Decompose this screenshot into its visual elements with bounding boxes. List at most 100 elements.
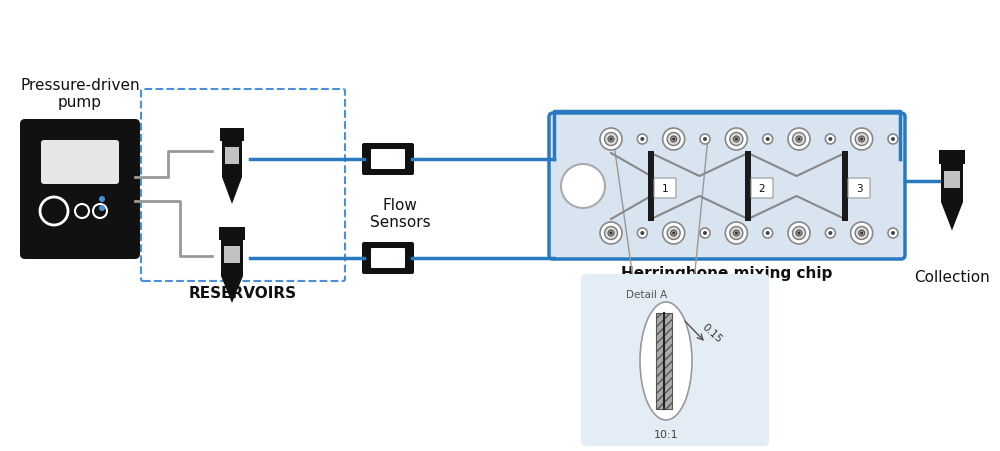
Circle shape [733, 137, 739, 143]
Circle shape [888, 229, 898, 239]
Circle shape [763, 135, 773, 145]
Circle shape [788, 222, 810, 244]
FancyBboxPatch shape [362, 243, 414, 274]
Circle shape [828, 231, 832, 235]
FancyBboxPatch shape [20, 120, 140, 259]
Circle shape [608, 137, 614, 143]
FancyBboxPatch shape [848, 179, 870, 198]
Bar [222, 142, 242, 178]
FancyBboxPatch shape [581, 274, 769, 446]
Text: 1: 1 [662, 184, 668, 193]
Circle shape [667, 133, 680, 146]
Polygon shape [221, 276, 243, 304]
Circle shape [640, 231, 644, 235]
Polygon shape [222, 178, 242, 205]
Bar [745, 152, 751, 221]
Text: Flow
Sensors: Flow Sensors [370, 198, 430, 230]
Circle shape [725, 222, 747, 244]
Circle shape [891, 231, 895, 235]
Circle shape [604, 133, 618, 146]
Circle shape [798, 232, 800, 235]
Circle shape [610, 232, 612, 235]
Circle shape [851, 129, 873, 151]
Ellipse shape [640, 302, 692, 420]
FancyBboxPatch shape [654, 179, 676, 198]
Circle shape [610, 138, 612, 141]
Circle shape [851, 222, 873, 244]
FancyBboxPatch shape [371, 150, 405, 170]
Circle shape [766, 138, 770, 142]
Circle shape [792, 133, 806, 146]
Circle shape [730, 133, 743, 146]
Text: Pressure-driven
pump: Pressure-driven pump [20, 78, 140, 110]
Circle shape [825, 229, 835, 239]
Circle shape [671, 230, 677, 236]
Circle shape [99, 206, 105, 212]
Circle shape [888, 135, 898, 145]
Circle shape [798, 138, 800, 141]
Circle shape [75, 205, 89, 219]
FancyBboxPatch shape [549, 114, 905, 259]
Circle shape [766, 231, 770, 235]
FancyBboxPatch shape [751, 179, 773, 198]
Circle shape [703, 138, 707, 142]
Circle shape [663, 222, 685, 244]
Bar [220, 128, 244, 142]
Circle shape [667, 227, 680, 240]
Circle shape [93, 205, 107, 219]
Circle shape [796, 230, 802, 236]
Circle shape [796, 137, 802, 143]
Text: 10:1: 10:1 [654, 429, 678, 439]
Circle shape [891, 138, 895, 142]
Circle shape [730, 227, 743, 240]
Circle shape [561, 165, 605, 208]
Text: 2: 2 [759, 184, 765, 193]
Bar [221, 240, 243, 276]
Bar [656, 313, 672, 409]
Circle shape [859, 137, 865, 143]
Circle shape [700, 135, 710, 145]
Circle shape [703, 231, 707, 235]
FancyBboxPatch shape [41, 141, 119, 184]
Circle shape [640, 138, 644, 142]
Circle shape [725, 129, 747, 151]
FancyBboxPatch shape [362, 144, 414, 175]
Bar [944, 171, 960, 189]
Text: Detail A: Detail A [626, 290, 667, 299]
Circle shape [663, 129, 685, 151]
Circle shape [860, 232, 863, 235]
Circle shape [735, 232, 738, 235]
Text: Collection: Collection [914, 269, 990, 285]
Circle shape [604, 227, 618, 240]
Circle shape [672, 232, 675, 235]
Circle shape [672, 138, 675, 141]
Circle shape [700, 229, 710, 239]
Circle shape [855, 227, 868, 240]
Circle shape [859, 230, 865, 236]
Circle shape [792, 227, 806, 240]
Circle shape [671, 137, 677, 143]
Text: Herringbone mixing chip: Herringbone mixing chip [621, 265, 833, 281]
FancyBboxPatch shape [371, 249, 405, 268]
Circle shape [733, 230, 739, 236]
Text: 3: 3 [856, 184, 862, 193]
Bar [939, 151, 965, 165]
Circle shape [788, 129, 810, 151]
Circle shape [735, 138, 738, 141]
Circle shape [763, 229, 773, 239]
Bar [219, 227, 245, 240]
Circle shape [860, 138, 863, 141]
Bar [941, 165, 963, 202]
Circle shape [828, 138, 832, 142]
Circle shape [600, 222, 622, 244]
Circle shape [855, 133, 868, 146]
Circle shape [600, 129, 622, 151]
Text: RESERVOIRS: RESERVOIRS [189, 285, 297, 300]
Circle shape [40, 198, 68, 226]
Bar [225, 148, 239, 164]
Bar [842, 152, 848, 221]
Circle shape [99, 197, 105, 202]
Bar [648, 152, 654, 221]
Text: 0.15: 0.15 [700, 322, 724, 345]
Polygon shape [941, 202, 963, 231]
